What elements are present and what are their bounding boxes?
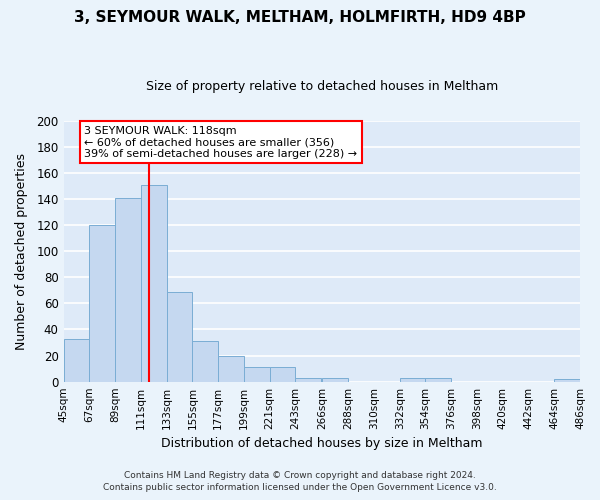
Bar xyxy=(193,341,218,382)
Text: 3 SEYMOUR WALK: 118sqm
← 60% of detached houses are smaller (356)
39% of semi-de: 3 SEYMOUR WALK: 118sqm ← 60% of detached… xyxy=(84,126,358,159)
Text: Contains HM Land Registry data © Crown copyright and database right 2024.
Contai: Contains HM Land Registry data © Crown c… xyxy=(103,471,497,492)
Bar xyxy=(322,378,348,382)
Text: 3, SEYMOUR WALK, MELTHAM, HOLMFIRTH, HD9 4BP: 3, SEYMOUR WALK, MELTHAM, HOLMFIRTH, HD9… xyxy=(74,10,526,25)
Bar xyxy=(167,292,193,382)
Bar xyxy=(554,379,580,382)
Bar xyxy=(64,338,89,382)
Bar xyxy=(89,225,115,382)
Bar xyxy=(115,198,141,382)
Bar xyxy=(218,356,244,382)
Bar xyxy=(295,378,321,382)
Bar xyxy=(141,184,167,382)
X-axis label: Distribution of detached houses by size in Meltham: Distribution of detached houses by size … xyxy=(161,437,482,450)
Bar xyxy=(425,378,451,382)
Bar xyxy=(244,368,269,382)
Y-axis label: Number of detached properties: Number of detached properties xyxy=(15,152,28,350)
Bar xyxy=(269,368,295,382)
Title: Size of property relative to detached houses in Meltham: Size of property relative to detached ho… xyxy=(146,80,498,93)
Bar xyxy=(400,378,425,382)
